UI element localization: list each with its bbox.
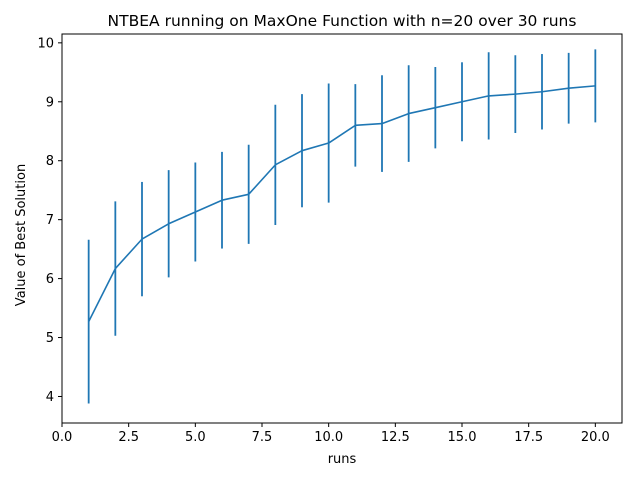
y-tick-label: 4 (46, 390, 54, 405)
x-tick-label: 15.0 (448, 430, 477, 445)
y-tick-label: 10 (37, 36, 54, 51)
y-tick-label: 7 (46, 213, 54, 228)
x-tick-label: 0.0 (52, 430, 73, 445)
y-tick-label: 5 (46, 331, 54, 346)
y-tick-label: 9 (46, 95, 54, 110)
axes: 0.0 2.5 5.0 7.5 10.0 12.5 15.0 17.5 20.0 4 5 6 7 8 9 10 (37, 33, 623, 445)
x-tick-label: 20.0 (581, 430, 610, 445)
x-tick-label: 5.0 (185, 430, 206, 445)
axes-frame (61, 33, 623, 424)
x-tick-label: 2.5 (118, 430, 139, 445)
x-tick-label: 17.5 (514, 430, 543, 445)
y-tick-label: 6 (46, 272, 54, 287)
x-tick-label: 10.0 (314, 430, 343, 445)
x-tick-label: 7.5 (252, 430, 273, 445)
series-line (87, 85, 596, 322)
y-axis-label: Value of Best Solution (14, 164, 29, 306)
x-axis-label: runs (328, 452, 357, 467)
x-tick-label: 12.5 (381, 430, 410, 445)
y-tick-label: 8 (46, 154, 54, 169)
chart-title: NTBEA running on MaxOne Function with n=… (108, 12, 577, 30)
